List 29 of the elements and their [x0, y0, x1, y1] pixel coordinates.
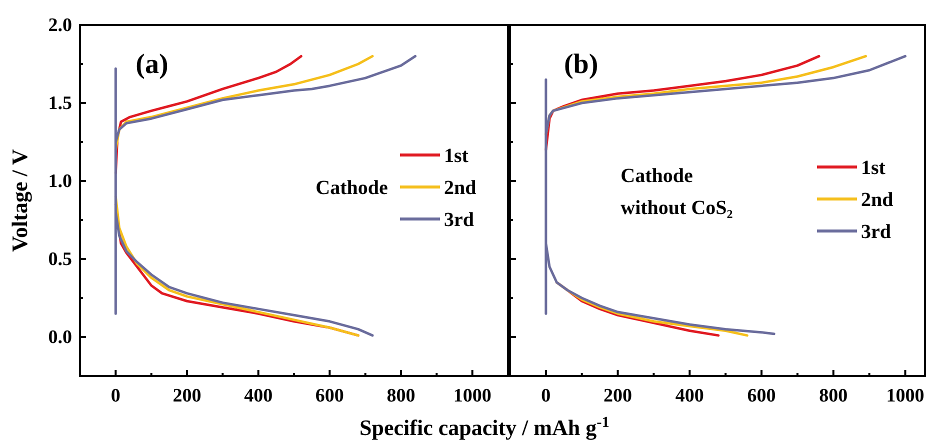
x-tick-label: 0 — [110, 385, 120, 406]
y-axis-title: Voltage / V — [7, 149, 32, 252]
annotation: Cathode — [316, 177, 388, 199]
annotation: Cathode without CoS₂ — [620, 165, 733, 219]
x-tick-label: 600 — [747, 385, 776, 406]
y-tick-label: 2.0 — [48, 15, 72, 36]
x-tick-label: 200 — [604, 385, 632, 406]
x-axis-title: Specific capacity / mAh g$^{-1}$ — [360, 414, 610, 440]
y-tick-label: 0.5 — [48, 249, 72, 270]
x-tick-label: 1000 — [886, 385, 924, 406]
x-tick-label: 600 — [315, 385, 344, 406]
legend-label: 3rd — [861, 221, 891, 243]
x-tick-label: 1000 — [453, 385, 492, 406]
legend-label: 2nd — [861, 189, 894, 211]
x-tick-label: 0 — [541, 385, 551, 406]
legend-label: 1st — [861, 157, 886, 179]
legend-label: 3rd — [444, 209, 474, 231]
y-tick-label: 1.5 — [48, 93, 72, 114]
x-tick-label: 800 — [386, 385, 416, 406]
y-tick-label: 1.0 — [48, 171, 72, 192]
legend-label: 2nd — [444, 177, 476, 199]
annotation: (b) — [564, 49, 598, 80]
x-tick-label: 400 — [244, 385, 273, 406]
x-tick-label: 200 — [172, 385, 202, 406]
annotation: (a) — [136, 49, 168, 80]
y-tick-label: 0.0 — [48, 327, 72, 348]
x-tick-label: 400 — [675, 385, 704, 406]
legend-label: 1st — [444, 145, 469, 167]
x-tick-label: 800 — [819, 385, 848, 406]
